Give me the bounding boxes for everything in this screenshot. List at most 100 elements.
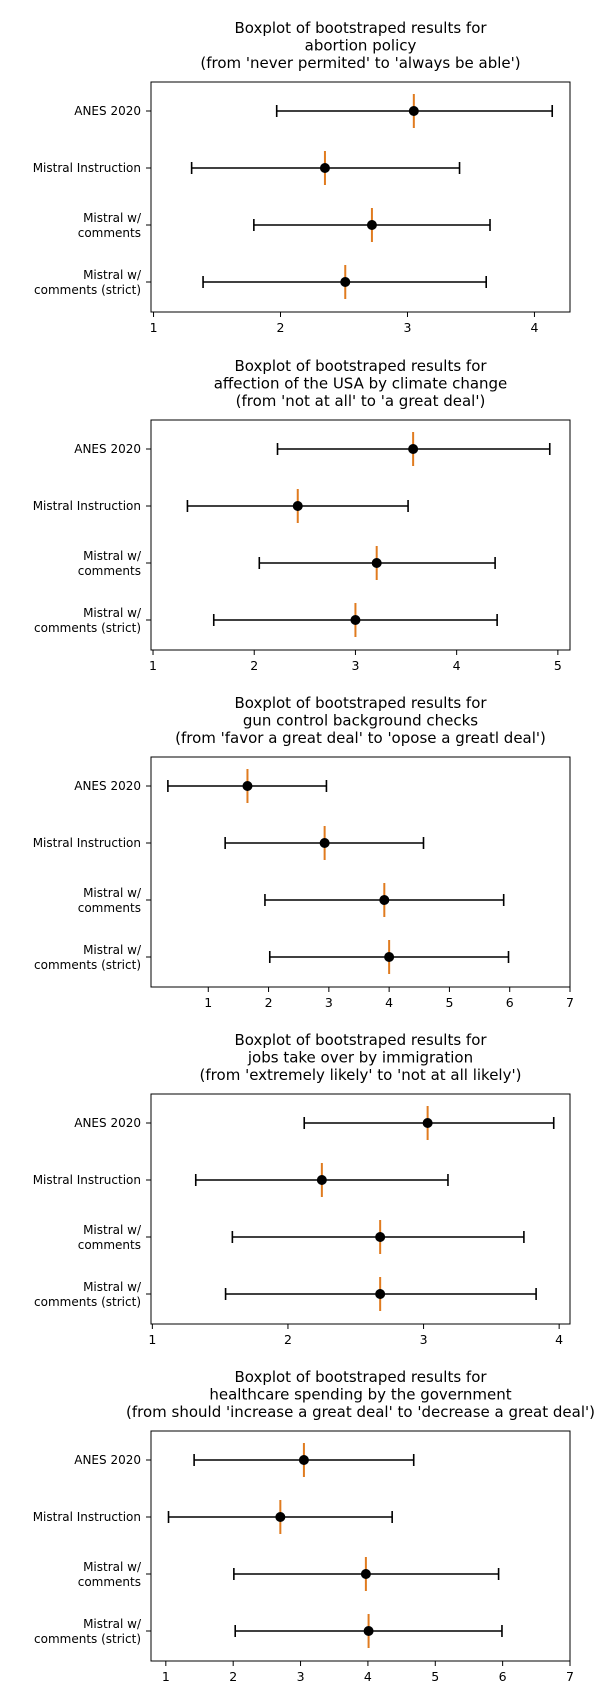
category-label: Mistral w/ [83,268,142,282]
x-tick-label: 3 [404,320,412,335]
x-tick-label: 7 [566,995,574,1010]
median-marker [375,1232,386,1242]
chart-title-line: gun control background checks [243,712,478,730]
category-label: Mistral w/ [83,943,142,957]
category-label: Mistral w/ [83,886,142,900]
category-label: Mistral w/ [83,1280,142,1294]
x-tick-label: 4 [385,995,393,1010]
chart-title-line: (from 'favor a great deal' to 'opose a g… [175,729,546,747]
x-tick-label: 4 [555,1332,563,1347]
category-label: comments (strict) [34,283,141,297]
x-tick-label: 6 [499,1669,507,1684]
chart-1: Boxplot of bootstraped results foraborti… [33,19,571,335]
median-marker [366,220,377,230]
chart-title-line: Boxplot of bootstraped results for [234,1031,487,1049]
plot-frame [150,1430,571,1662]
category-label: Mistral Instruction [33,161,141,175]
x-tick-label: 2 [229,1669,237,1684]
plot-frame [150,756,571,988]
x-tick-label: 2 [265,995,273,1010]
chart-title-line: jobs take over by immigration [247,1049,473,1067]
category-label: comments (strict) [34,1295,141,1309]
x-tick-label: 1 [150,320,158,335]
category-label: comments [78,1575,141,1589]
median-marker [360,1569,371,1579]
x-tick-label: 3 [325,995,333,1010]
category-label: Mistral Instruction [33,499,141,513]
category-label: Mistral Instruction [33,1173,141,1187]
median-marker [316,1175,327,1185]
x-tick-label: 3 [420,1332,428,1347]
chart-2: Boxplot of bootstraped results foraffect… [33,357,571,673]
median-marker [340,277,351,287]
x-tick-label: 7 [566,1669,574,1684]
median-marker [319,838,330,848]
category-label: Mistral w/ [83,1223,142,1237]
x-tick-label: 2 [284,1332,292,1347]
x-tick-label: 1 [148,1332,156,1347]
median-marker [408,106,419,116]
chart-title-line: Boxplot of bootstraped results for [234,694,487,712]
category-label: comments [78,1238,141,1252]
median-marker [292,501,303,511]
x-tick-label: 1 [149,658,157,673]
category-label: comments [78,564,141,578]
x-tick-label: 4 [453,658,461,673]
x-tick-label: 5 [431,1669,439,1684]
chart-title-line: Boxplot of bootstraped results for [234,1368,487,1386]
x-tick-label: 1 [162,1669,170,1684]
median-marker [319,163,330,173]
chart-title-line: affection of the USA by climate change [214,375,508,393]
x-tick-label: 5 [554,658,562,673]
category-label: comments [78,901,141,915]
plot-frame [150,1093,571,1325]
category-label: ANES 2020 [74,1453,141,1467]
category-label: comments (strict) [34,958,141,972]
median-marker [275,1512,286,1522]
median-marker [298,1455,309,1465]
chart-title-line: (from should 'increase a great deal' to … [126,1403,595,1421]
median-marker [350,615,361,625]
median-marker [408,444,419,454]
median-marker [242,781,253,791]
category-label: comments (strict) [34,1632,141,1646]
x-tick-label: 6 [506,995,514,1010]
x-tick-label: 3 [351,658,359,673]
median-marker [384,952,395,962]
chart-title-line: healthcare spending by the government [209,1386,511,1404]
median-marker [375,1289,386,1299]
x-tick-label: 2 [250,658,258,673]
category-label: Mistral w/ [83,606,142,620]
x-tick-label: 5 [445,995,453,1010]
chart-5: Boxplot of bootstraped results forhealth… [33,1368,595,1684]
chart-title-line: (from 'never permited' to 'always be abl… [200,54,520,72]
category-label: comments (strict) [34,621,141,635]
category-label: Mistral Instruction [33,836,141,850]
category-label: comments [78,226,141,240]
chart-title-line: abortion policy [305,37,417,55]
category-label: Mistral w/ [83,1617,142,1631]
category-label: Mistral w/ [83,211,142,225]
chart-title-line: Boxplot of bootstraped results for [234,357,487,375]
median-marker [422,1118,433,1128]
x-tick-label: 4 [530,320,538,335]
category-label: Mistral w/ [83,549,142,563]
category-label: ANES 2020 [74,442,141,456]
x-tick-label: 2 [277,320,285,335]
x-tick-label: 4 [364,1669,372,1684]
x-tick-label: 1 [204,995,212,1010]
plot-frame [150,419,571,651]
median-marker [371,558,382,568]
x-tick-label: 3 [297,1669,305,1684]
category-label: Mistral w/ [83,1560,142,1574]
category-label: ANES 2020 [74,104,141,118]
chart-title-line: Boxplot of bootstraped results for [234,19,487,37]
category-label: ANES 2020 [74,1116,141,1130]
chart-title-line: (from 'extremely likely' to 'not at all … [200,1066,522,1084]
median-marker [363,1626,374,1636]
median-marker [379,895,390,905]
plot-frame [150,81,571,313]
